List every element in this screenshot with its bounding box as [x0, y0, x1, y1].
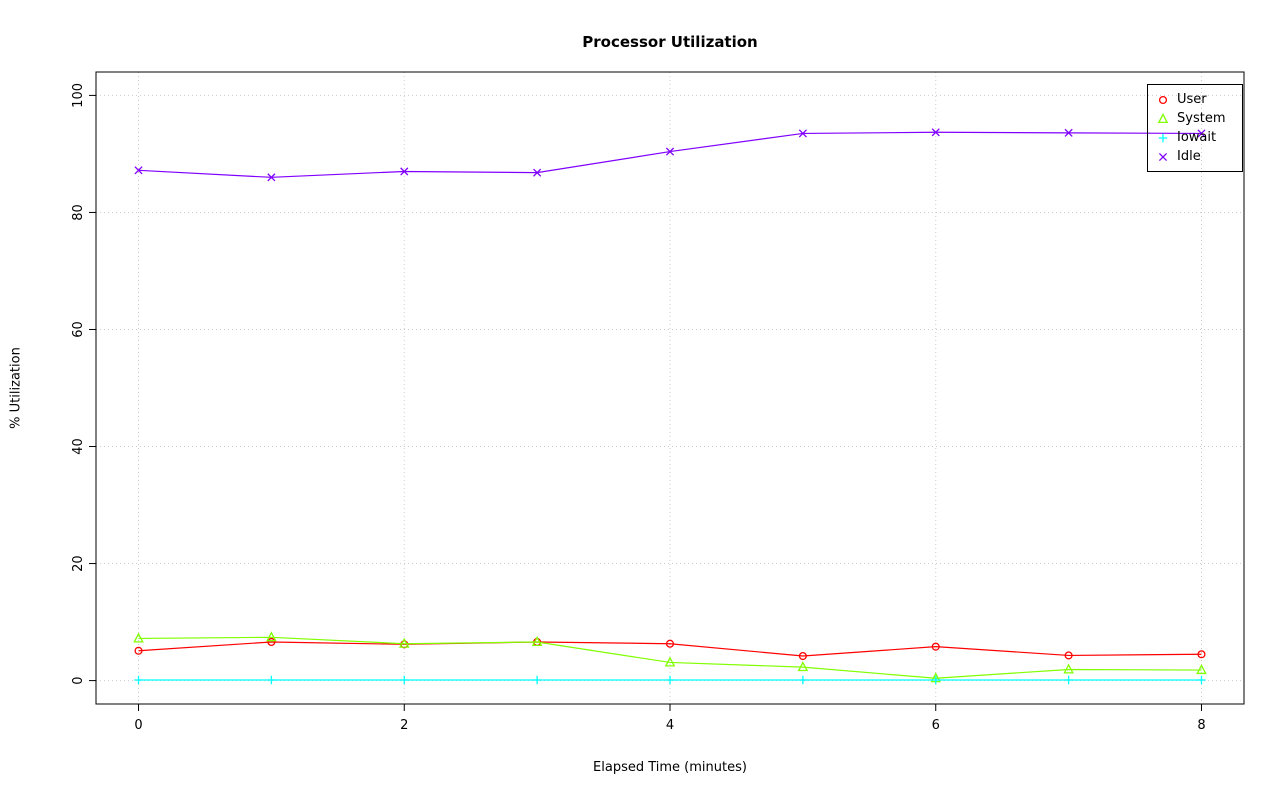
legend-marker-triangle-icon: [1157, 112, 1169, 123]
marker-circle: [1064, 651, 1073, 660]
marker-x: [798, 129, 807, 138]
marker-x: [665, 147, 675, 156]
marker-x: [1197, 129, 1206, 138]
marker-x: [267, 173, 276, 182]
legend-label: Idle: [1177, 149, 1201, 164]
marker-triangle: [1157, 112, 1169, 123]
marker-plus: [798, 675, 808, 685]
y-tick-label: 0: [71, 676, 86, 684]
legend-label: System: [1177, 111, 1226, 126]
x-axis-label: Elapsed Time (minutes): [593, 760, 747, 775]
y-tick-label: 80: [71, 204, 86, 221]
marker-triangle: [133, 632, 144, 643]
marker-triangle: [664, 656, 676, 667]
marker-triangle: [797, 661, 809, 672]
marker-x: [931, 128, 940, 137]
legend-marker-x-icon: [1158, 152, 1168, 161]
x-tick-label: 0: [134, 718, 142, 733]
marker-x: [134, 166, 143, 175]
marker-x: [1158, 152, 1168, 161]
series-line-user: [138, 641, 1202, 657]
marker-x: [400, 167, 409, 176]
marker-circle: [134, 646, 143, 655]
marker-circle: [798, 651, 807, 661]
y-tick-label: 60: [71, 321, 86, 338]
plot-box: [95, 71, 1245, 705]
marker-circle: [931, 642, 940, 651]
marker-plus: [1197, 675, 1206, 685]
marker-plus: [931, 675, 940, 685]
x-tick-label: 6: [932, 718, 940, 733]
y-tick-label: 20: [71, 555, 86, 572]
series-line-idle: [138, 131, 1202, 178]
marker-triangle: [1196, 664, 1207, 675]
marker-circle: [1158, 95, 1168, 104]
chart-title: Processor Utilization: [582, 33, 758, 51]
legend-item-iowait: Iowait: [1156, 128, 1234, 147]
x-tick-label: 4: [666, 718, 674, 733]
y-tick-label: 40: [71, 438, 86, 455]
marker-plus: [400, 675, 409, 685]
legend-label: Iowait: [1177, 130, 1217, 145]
marker-plus: [267, 675, 276, 685]
series-line-system: [138, 636, 1202, 679]
marker-plus: [1158, 133, 1168, 142]
marker-circle: [267, 637, 276, 647]
legend-item-user: User: [1156, 90, 1234, 109]
marker-plus: [134, 675, 143, 685]
legend-marker-circle-icon: [1158, 95, 1168, 104]
x-tick-label: 2: [400, 718, 408, 733]
marker-plus: [532, 675, 542, 685]
legend: User System Iowait Idle: [1147, 84, 1243, 172]
legend-item-system: System: [1156, 109, 1234, 128]
marker-triangle: [266, 631, 277, 642]
y-tick-label: 100: [71, 83, 86, 108]
marker-plus: [1064, 675, 1073, 685]
marker-x: [533, 168, 542, 177]
marker-triangle: [398, 637, 410, 648]
marker-circle: [665, 639, 675, 648]
legend-marker-plus-icon: [1158, 133, 1168, 142]
legend-item-idle: Idle: [1156, 147, 1234, 166]
x-tick-label: 8: [1197, 718, 1205, 733]
marker-x: [1064, 128, 1073, 137]
marker-triangle: [1063, 663, 1074, 674]
marker-plus: [665, 675, 675, 685]
legend-label: User: [1177, 92, 1207, 107]
marker-triangle: [531, 635, 543, 647]
y-axis-label: % Utilization: [8, 347, 24, 429]
marker-circle: [1197, 650, 1206, 659]
